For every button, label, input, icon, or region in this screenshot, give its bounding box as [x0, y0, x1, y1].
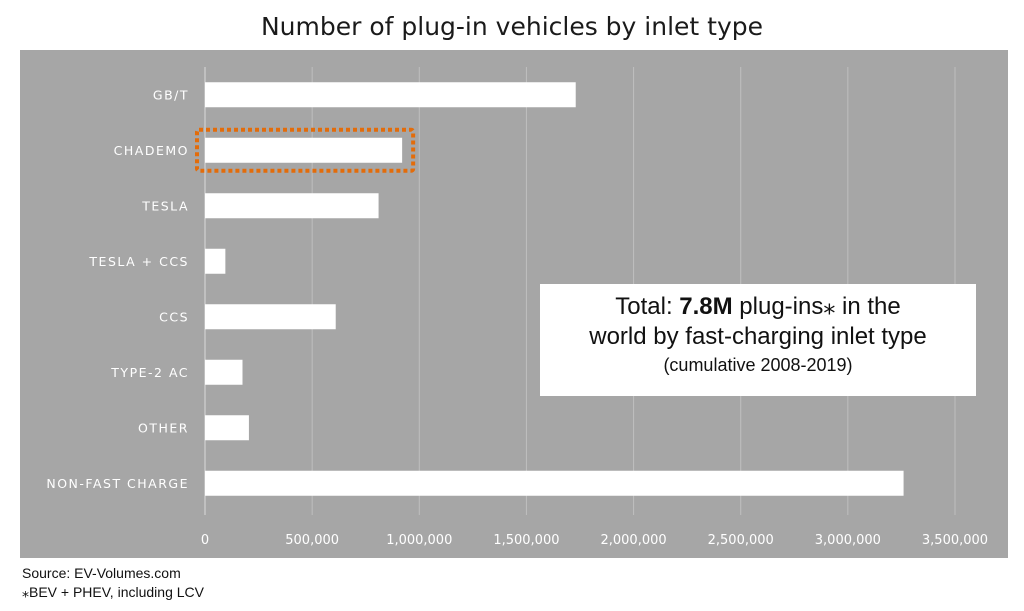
category-label: CCS: [159, 309, 189, 324]
total-annotation-line3: (cumulative 2008-2019): [663, 355, 853, 375]
bar: [205, 137, 403, 163]
total-suffix: plug-ins⁎ in the: [732, 293, 901, 320]
total-annotation-line2: world by fast-charging inlet type: [589, 323, 927, 350]
bar: [205, 304, 336, 330]
bar: [205, 470, 904, 496]
x-tick-label: 3,000,000: [815, 533, 881, 548]
x-tick-label: 1,000,000: [386, 533, 452, 548]
bar-chart: GB/T CHADEMO TESLA TESLA + CCS CCS TYPE-2 AC O…: [46, 67, 988, 548]
bar: [205, 248, 226, 274]
bar: [205, 193, 379, 219]
x-tick-label: 2,000,000: [600, 533, 666, 548]
category-label: CHADEMO: [114, 143, 189, 158]
category-label: GB/T: [153, 87, 189, 102]
total-annotation-line1: Total: 7.8M plug-ins⁎ in the: [540, 292, 976, 322]
bar: [205, 359, 243, 385]
x-tick-label: 3,500,000: [922, 533, 988, 548]
total-annotation: Total: 7.8M plug-ins⁎ in the world by fa…: [540, 284, 976, 396]
category-label: NON-FAST CHARGE: [46, 476, 189, 491]
chart-title: Number of plug-in vehicles by inlet type: [260, 12, 764, 41]
category-label: TESLA: [141, 198, 189, 213]
category-label: TESLA + CCS: [88, 254, 189, 269]
category-label: OTHER: [138, 420, 189, 435]
vehicle-note: ⁎BEV + PHEV, including LCV: [22, 584, 204, 600]
category-label: TYPE-2 AC: [110, 365, 189, 380]
x-tick-label: 500,000: [285, 533, 339, 548]
source-note: Source: EV-Volumes.com: [22, 565, 181, 581]
highlight-box: [195, 127, 416, 173]
plot-area: GB/T CHADEMO TESLA TESLA + CCS CCS TYPE-2 AC O…: [20, 50, 1008, 558]
x-tick-label: 1,500,000: [493, 533, 559, 548]
x-tick-label: 2,500,000: [708, 533, 774, 548]
x-tick-label: 0: [201, 533, 209, 548]
footnotes: Source: EV-Volumes.com ⁎BEV + PHEV, incl…: [22, 564, 204, 602]
total-value: 7.8M: [679, 293, 733, 320]
total-prefix: Total:: [615, 293, 680, 320]
bar: [205, 82, 576, 108]
bar: [205, 415, 249, 441]
